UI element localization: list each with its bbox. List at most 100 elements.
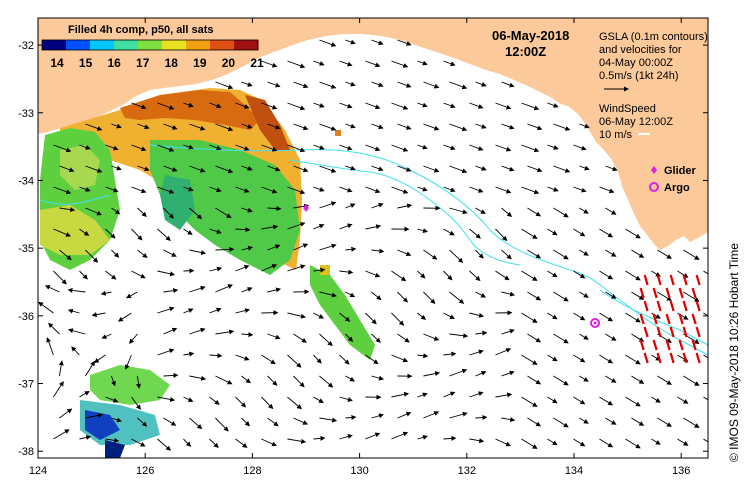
velocity-arrow: [183, 186, 194, 192]
velocity-arrow: [339, 434, 353, 440]
velocity-arrow: [267, 206, 282, 212]
velocity-arrow: [261, 396, 274, 410]
velocity-arrow: [85, 360, 95, 377]
glider-marker: [303, 204, 309, 212]
velocity-arrow: [449, 123, 468, 132]
velocity-arrow: [443, 144, 456, 151]
velocity-arrow: [495, 270, 510, 281]
velocity-arrow: [579, 249, 589, 256]
velocity-arrow: [235, 265, 250, 272]
velocity-arrow: [625, 354, 641, 365]
velocity-arrow: [287, 396, 302, 410]
velocity-arrow: [599, 396, 614, 406]
velocity-arrow: [573, 438, 586, 447]
velocity-arrow: [657, 291, 672, 301]
velocity-arrow: [339, 144, 353, 151]
credit-text: © IMOS 09-May-2018 10:26 Hobart Time: [727, 243, 741, 462]
velocity-arrow: [365, 354, 379, 365]
velocity-arrow: [111, 249, 120, 258]
velocity-arrow: [547, 312, 558, 320]
velocity-arrow: [703, 270, 708, 275]
velocity-arrow: [111, 123, 122, 129]
velocity-arrow: [79, 228, 90, 236]
velocity-arrow: [267, 375, 278, 386]
velocity-arrow: [267, 417, 279, 427]
velocity-arrow: [345, 123, 356, 129]
velocity-arrow: [547, 102, 559, 108]
velocity-arrow: [189, 327, 206, 335]
wind-arrow: [695, 274, 701, 286]
velocity-arrow: [573, 270, 586, 279]
velocity-arrow: [46, 337, 54, 356]
velocity-arrow: [397, 123, 412, 130]
velocity-arrow: [215, 284, 233, 293]
velocity-arrow: [651, 438, 661, 445]
velocity-arrow: [417, 353, 429, 359]
velocity-arrow: [683, 375, 700, 386]
velocity-arrow: [131, 186, 147, 194]
wind-arrow: [643, 326, 649, 338]
velocity-arrow: [683, 249, 700, 260]
velocity-arrow: [157, 438, 172, 451]
velocity-arrow: [91, 312, 106, 318]
wind-arrow: [678, 339, 684, 351]
velocity-arrow: [157, 396, 176, 402]
velocity-arrow: [553, 417, 569, 428]
velocity-arrow: [345, 246, 357, 252]
velocity-arrow: [625, 438, 641, 449]
velocity-arrow: [599, 186, 615, 194]
velocity-arrow: [469, 186, 484, 193]
velocity-arrow: [625, 270, 641, 281]
velocity-arrow: [599, 354, 614, 364]
velocity-arrow: [183, 438, 192, 447]
velocity-arrow: [215, 207, 232, 219]
wind-arrow: [682, 300, 688, 312]
velocity-arrow: [163, 207, 174, 219]
velocity-arrow: [85, 207, 103, 216]
velocity-arrow: [339, 186, 353, 193]
velocity-arrow: [345, 333, 354, 342]
velocity-arrow: [703, 438, 708, 443]
velocity-arrow: [579, 291, 589, 298]
wind-arrow: [665, 287, 671, 299]
y-tick-label: -37: [18, 379, 34, 391]
wind-arrow: [669, 326, 675, 338]
velocity-arrow: [124, 354, 132, 370]
velocity-arrow: [209, 307, 222, 314]
velocity-arrow: [599, 438, 614, 448]
wind-arrow: [678, 313, 684, 325]
colorbar-segment: [186, 40, 211, 50]
velocity-arrow: [209, 186, 222, 193]
wind-arrow: [669, 274, 675, 286]
velocity-arrow: [371, 165, 384, 172]
velocity-arrow: [423, 249, 438, 260]
velocity-arrow: [68, 328, 86, 335]
velocity-arrow: [241, 332, 254, 338]
velocity-arrow: [573, 396, 586, 405]
velocity-arrow: [527, 375, 542, 385]
velocity-arrow: [501, 328, 515, 335]
velocity-arrow: [105, 228, 116, 239]
velocity-arrow: [365, 432, 381, 440]
velocity-arrow: [527, 291, 542, 301]
velocity-arrow: [501, 81, 515, 88]
velocity-arrow: [579, 333, 589, 340]
time-label: 12:00Z: [505, 44, 546, 59]
wind-arrow: [656, 300, 662, 312]
x-tick-label: 126: [136, 465, 154, 477]
velocity-arrow: [44, 285, 60, 293]
velocity-arrow: [215, 329, 235, 335]
velocity-arrow: [449, 411, 468, 419]
velocity-arrow: [215, 246, 235, 252]
velocity-arrow: [59, 165, 75, 173]
wind-arrow: [691, 313, 697, 325]
velocity-arrow: [105, 270, 117, 280]
velocity-arrow: [339, 312, 351, 322]
colorbar-segment: [234, 40, 259, 50]
velocity-arrow: [605, 375, 617, 383]
argo-legend-label: Argo: [664, 182, 690, 194]
velocity-arrow: [71, 346, 80, 356]
velocity-arrow: [105, 437, 120, 443]
velocity-arrow: [371, 39, 384, 46]
velocity-arrow: [339, 60, 353, 67]
